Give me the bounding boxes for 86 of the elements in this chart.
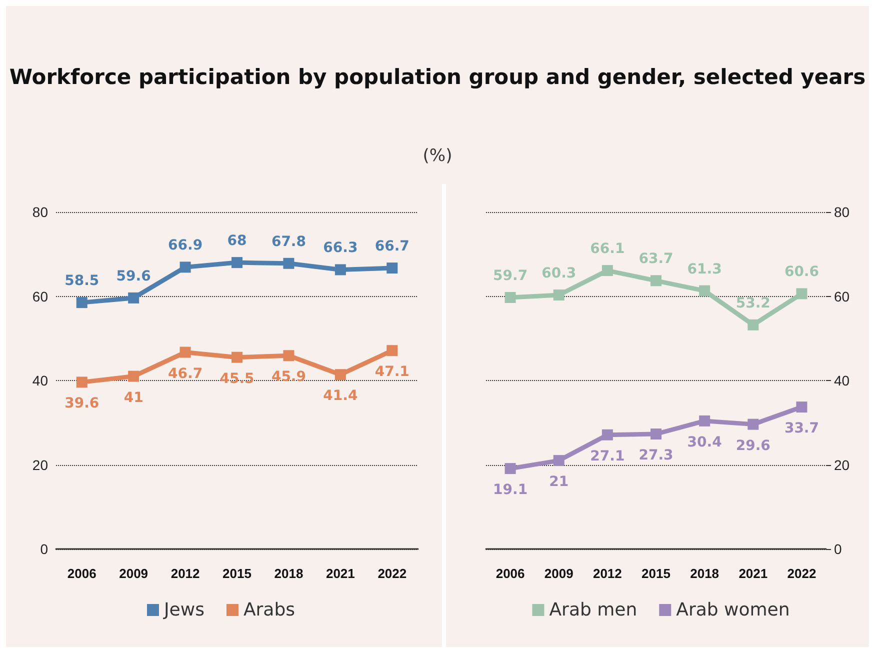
data-label: 41.4: [323, 388, 358, 404]
y2-tick-label: 0: [834, 541, 842, 557]
data-label: 27.3: [638, 448, 674, 464]
x-tick-label: 2006: [496, 566, 525, 581]
data-label: 66.9: [168, 238, 203, 254]
x-tick-label: 2009: [544, 566, 574, 581]
data-label: 46.7: [168, 366, 203, 382]
x-tick-label: 2015: [642, 566, 670, 581]
data-label: 45.5: [220, 370, 254, 387]
legend-label: Arab men: [549, 600, 638, 620]
point: [283, 258, 294, 269]
x-tick-label: 2021: [326, 566, 355, 581]
chart-subtitle: (%): [422, 146, 454, 166]
data-label: 59.6: [116, 268, 151, 284]
data-label: 53.2: [736, 295, 770, 312]
point: [504, 292, 516, 304]
data-label: 60.6: [784, 264, 819, 280]
data-label: 21: [549, 474, 569, 490]
data-label: 68: [227, 233, 247, 250]
data-label: 41: [124, 390, 144, 406]
point: [796, 402, 808, 413]
point: [128, 292, 140, 304]
point: [334, 369, 346, 380]
x-tick-label: 2012: [170, 566, 200, 581]
point: [650, 428, 662, 440]
y-tick-label: 60: [32, 288, 48, 304]
point: [283, 350, 294, 362]
point: [748, 319, 759, 330]
x-tick-label: 2009: [119, 566, 148, 581]
data-label: 58.5: [64, 273, 100, 290]
point: [232, 352, 242, 363]
data-label: 27.1: [590, 448, 625, 464]
point: [553, 289, 564, 300]
point: [602, 429, 613, 440]
x-tick-label: 2022: [378, 566, 407, 581]
data-label: 66.1: [590, 241, 625, 258]
y2-tick-label: 40: [834, 372, 850, 388]
data-label: 60.3: [542, 265, 576, 282]
data-label: 30.4: [687, 434, 722, 450]
data-label: 66.3: [323, 240, 358, 256]
point: [699, 285, 710, 296]
data-label: 59.7: [493, 268, 528, 284]
x-tick-label: 2021: [738, 566, 768, 581]
point: [796, 288, 808, 300]
y-tick-label: 80: [32, 204, 48, 220]
point: [699, 415, 710, 426]
x-tick-label: 2015: [222, 566, 252, 581]
point: [504, 463, 516, 474]
point: [128, 370, 140, 382]
legend-label: Jews: [162, 600, 204, 620]
point: [553, 455, 564, 466]
point: [386, 345, 398, 356]
data-label: 45.9: [271, 369, 306, 386]
data-label: 66.7: [374, 238, 410, 255]
point: [386, 262, 398, 274]
x-tick-label: 2018: [690, 566, 720, 581]
x-tick-label: 2006: [67, 566, 96, 581]
y-tick-label: 0: [40, 541, 48, 557]
y2-tick-label: 80: [834, 204, 850, 220]
y2-tick-label: 60: [834, 288, 850, 304]
data-label: 33.7: [784, 420, 819, 437]
data-label: 63.7: [638, 251, 674, 268]
point: [180, 262, 191, 273]
point: [180, 346, 191, 358]
point: [748, 418, 759, 430]
y2-tick-label: 20: [834, 456, 850, 473]
legend-label: Arabs: [243, 600, 296, 620]
point: [334, 264, 346, 276]
point: [650, 275, 662, 286]
y-tick-label: 20: [32, 456, 48, 473]
data-label: 47.1: [374, 364, 410, 380]
y-tick-label: 40: [32, 372, 48, 388]
data-label: 67.8: [271, 234, 306, 250]
legend-label: Arab women: [676, 600, 790, 620]
chart-title: Workforce participation by population group and gender, selected years: [8, 64, 867, 91]
point: [76, 376, 88, 388]
x-tick-label: 2022: [787, 566, 816, 581]
point: [232, 257, 242, 268]
x-tick-label: 2018: [274, 566, 304, 581]
data-label: 61.3: [687, 261, 722, 278]
data-label: 19.1: [493, 482, 528, 498]
point: [76, 297, 88, 308]
data-label: 39.6: [64, 396, 100, 412]
x-tick-label: 2012: [592, 566, 622, 581]
data-label: 29.6: [736, 438, 770, 454]
point: [602, 265, 613, 276]
